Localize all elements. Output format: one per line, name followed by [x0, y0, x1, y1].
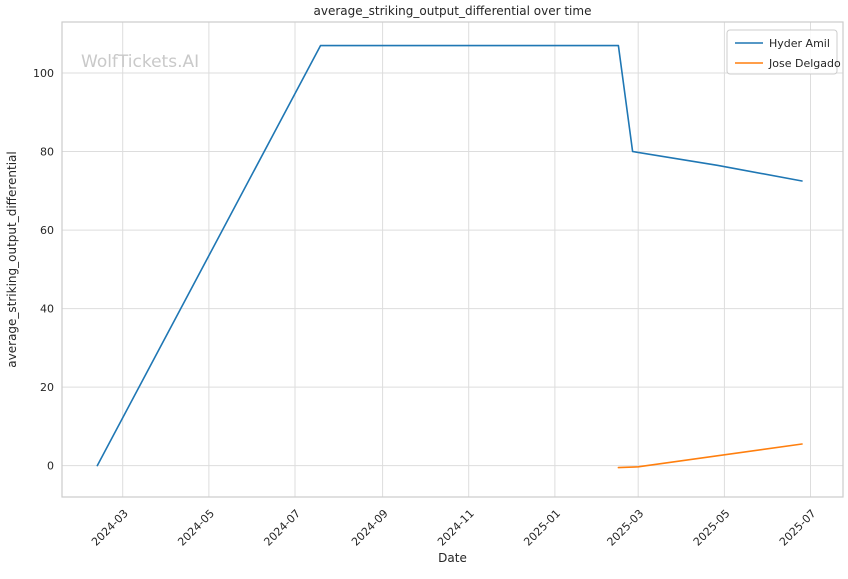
y-tick-label: 60 [40, 224, 54, 237]
y-tick-label: 40 [40, 302, 54, 315]
legend: Hyder Amil Jose Delgado [726, 29, 841, 75]
y-axis-label: average_striking_output_differential [5, 151, 19, 367]
y-tick-label: 100 [33, 67, 54, 80]
legend-label: Hyder Amil [769, 37, 830, 50]
plot-area [62, 22, 843, 497]
y-tick-label: 80 [40, 145, 54, 158]
series-line-hyder-amil [96, 44, 803, 467]
series-line-jose-delgado [617, 443, 803, 469]
plot-border [61, 21, 844, 498]
y-tick-label: 20 [40, 381, 54, 394]
watermark: WolfTickets.AI [81, 52, 199, 72]
x-axis-label: Date [438, 551, 467, 565]
chart-title: average_striking_output_differential ove… [314, 4, 592, 18]
legend-label: Jose Delgado [768, 57, 841, 70]
y-tick-label: 0 [47, 459, 54, 472]
